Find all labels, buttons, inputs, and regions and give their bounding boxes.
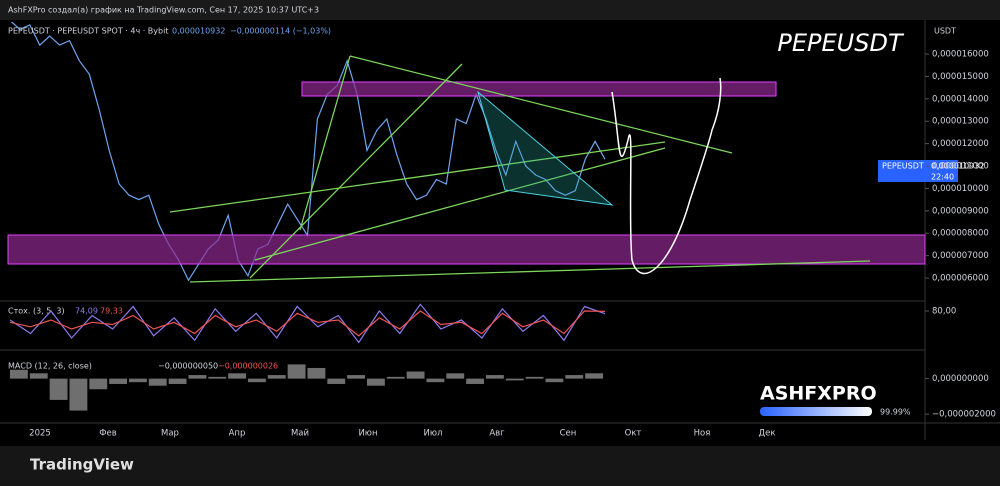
macd-bar (406, 371, 425, 379)
stoch-label: Стох. (3, 5, 3) (8, 307, 65, 316)
macd-bar (367, 378, 385, 386)
macd-bar (188, 375, 207, 379)
watermark-title: PEPEUSDT (777, 29, 905, 57)
footer-brand: TradingView (30, 456, 134, 474)
change: −0,000000114 (−1,03%) (230, 27, 331, 36)
y-tick-label: 0,000000000 (932, 374, 989, 384)
macd-bar (228, 373, 247, 379)
y-tick-label: 0,000015000 (932, 72, 989, 82)
macd-bar (49, 378, 68, 400)
x-tick-label: Июл (424, 429, 443, 439)
macd-bar (129, 378, 147, 383)
macd-bar (505, 378, 524, 381)
y-tick-label: 0,000011000 (932, 162, 989, 172)
y-tick-label: 0,000010000 (932, 184, 989, 194)
last: 0,000010932 (172, 27, 225, 36)
hand-drawing (611, 77, 722, 275)
credit: AshFXPro создал(а) график на TradingView… (8, 6, 319, 15)
y-tick-label: −0,000002000 (932, 410, 996, 420)
tag-name: PEPEUSDT (882, 162, 924, 171)
macd-bar (426, 378, 445, 383)
x-tick-label: Ноя (694, 429, 711, 439)
x-tick-label: 2025 (29, 429, 51, 439)
trend-lines (169, 55, 871, 283)
x-tick-label: Сен (560, 429, 577, 439)
tag-time: 22:40 (931, 173, 954, 182)
x-tick-label: Фев (99, 429, 117, 439)
y-tick-label: 0,000014000 (932, 94, 989, 104)
macd-v2: −0,000000026 (218, 362, 278, 371)
macd-bar (248, 378, 266, 383)
bottom-bar (0, 446, 1000, 486)
macd-bar (69, 378, 88, 411)
macd-bar (585, 373, 604, 379)
x-tick-label: Июн (358, 429, 377, 439)
y-tick-label: 0,000012000 (932, 139, 989, 149)
x-tick-label: Окт (625, 429, 642, 439)
symbol: PEPEUSDT · PEPEUSDT SPOT · 4ч · Bybit (8, 27, 168, 36)
series-line (9, 303, 606, 344)
macd-bar (486, 375, 504, 379)
macd-bar (29, 373, 48, 379)
macd-label: MACD (12, 26, close) (8, 362, 92, 371)
price-tag-left (878, 160, 928, 182)
macd-bar (307, 367, 326, 379)
brand: ASHFXPRO (760, 383, 877, 405)
series-line (9, 310, 606, 337)
y-tick-label: 0,000006000 (932, 274, 989, 284)
macd-bar (208, 376, 227, 379)
macd-bar (466, 378, 485, 384)
macd-bar (148, 378, 167, 386)
macd-v1: −0,000000050 (158, 362, 218, 371)
x-tick-label: Авг (489, 429, 505, 439)
tag-value: 0,000010932 (931, 162, 984, 171)
macd-bar (565, 375, 584, 379)
x-tick-label: Май (291, 429, 309, 439)
price-tag (928, 160, 958, 182)
x-tick-label: Мар (161, 429, 179, 439)
triangle (477, 90, 614, 206)
macd-bar (267, 375, 286, 379)
macd-bar (10, 369, 28, 379)
macd-bar (386, 376, 405, 379)
macd-bar (109, 378, 128, 384)
stoch-d: 79,33 (100, 307, 123, 316)
top-bar (0, 0, 1000, 20)
y-tick-label: 0,000007000 (932, 251, 989, 261)
macd-bar (89, 378, 108, 390)
stoch-k: 74,09 (75, 307, 98, 316)
x-tick-label: Апр (229, 429, 246, 439)
y-tick-label: 0,000009000 (932, 206, 989, 216)
macd-bar (446, 373, 465, 379)
y-tick-label: 0,000013000 (932, 117, 989, 127)
x-tick-label: Дек (758, 429, 775, 439)
macd-bar (327, 378, 346, 384)
currency: USDT (934, 27, 956, 36)
macd-bar (347, 375, 366, 379)
resistance-zone (301, 81, 777, 97)
brand-percent: 99.99% (880, 408, 911, 417)
drawings (7, 55, 926, 283)
support-zone (7, 234, 926, 265)
macd-bar (287, 364, 306, 379)
y-tick-label: 0,000016000 (932, 50, 989, 60)
y-tick-label: 0,000008000 (932, 229, 989, 239)
macd-bar (545, 378, 564, 383)
brand-bar (760, 407, 872, 416)
macd-bar (525, 376, 544, 379)
macd-bar (168, 378, 187, 384)
y-tick-label: 80,00 (932, 307, 956, 317)
